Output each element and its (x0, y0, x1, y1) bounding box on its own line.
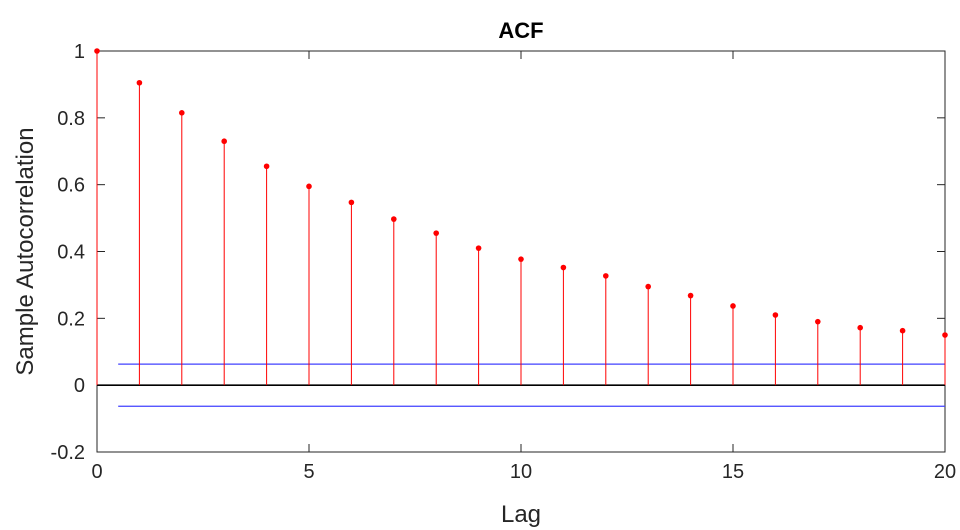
x-axis-title: Lag (501, 501, 541, 528)
x-tick-label: 20 (934, 461, 956, 483)
x-tick-label: 15 (722, 461, 744, 483)
acf-marker (942, 332, 948, 338)
y-tick-label: 0 (74, 375, 85, 397)
acf-marker (772, 312, 779, 318)
acf-marker (560, 264, 567, 271)
x-tick-label: 0 (91, 461, 102, 483)
acf-marker (518, 256, 524, 262)
acf-marker (263, 163, 270, 170)
acf-marker (899, 327, 906, 334)
acf-marker (645, 283, 651, 290)
acf-marker (306, 183, 312, 190)
y-tick-label: 0.8 (57, 108, 85, 130)
acf-marker (857, 324, 863, 331)
y-tick-label: 0.2 (57, 308, 85, 330)
x-tick-label: 5 (303, 461, 314, 483)
acf-marker (687, 292, 694, 299)
chart-title: ACF (498, 18, 543, 43)
acf-marker (475, 245, 482, 251)
y-tick-label: 0.6 (57, 175, 85, 197)
acf-marker (179, 110, 185, 116)
acf-marker (391, 216, 397, 222)
y-axis-title: Sample Autocorrelation (12, 127, 39, 375)
acf-marker (815, 318, 821, 325)
acf-marker (730, 303, 736, 309)
x-tick-label: 10 (510, 461, 532, 483)
acf-marker (94, 48, 100, 54)
acf-marker (433, 230, 440, 236)
acf-marker (348, 199, 355, 206)
acf-marker (136, 79, 143, 86)
acf-marker (603, 273, 609, 279)
y-tick-label: 1 (74, 41, 85, 63)
plot-area: 0 5 10 15 20 -0.2 0 0.2 0.4 0.6 0.8 1 (51, 41, 957, 483)
acf-marker (221, 138, 227, 145)
y-tick-label: 0.4 (57, 242, 85, 264)
y-tick-label: -0.2 (51, 442, 85, 464)
